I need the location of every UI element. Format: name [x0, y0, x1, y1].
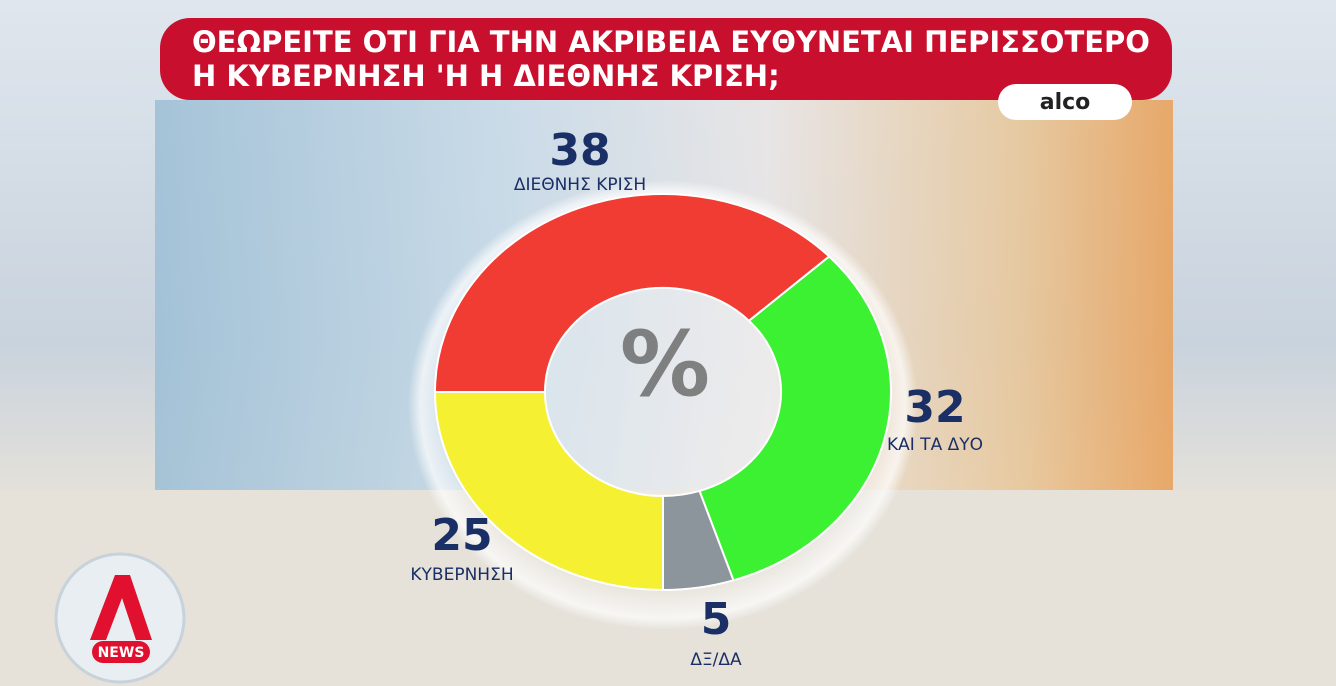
category-label: ΚΑΙ ΤΑ ΔΥΟ — [887, 435, 983, 455]
category-label: ΚΥΒΕΡΝΗΣΗ — [410, 565, 513, 585]
value-label: 32 — [904, 382, 965, 433]
value-label: 25 — [431, 510, 492, 561]
donut-slice — [662, 489, 735, 592]
category-label: ΔΙΕΘΝΗΣ ΚΡΙΣΗ — [514, 175, 646, 195]
donut-hole — [545, 288, 781, 496]
title-line: Η ΚΥΒΕΡΝΗΣΗ 'Η Η ΔΙΕΘΝΗΣ ΚΡΙΣΗ; — [192, 59, 780, 93]
source-badge — [998, 84, 1132, 120]
center-label: % — [620, 312, 710, 417]
donut-slice — [698, 255, 892, 582]
title-bar — [160, 18, 1172, 100]
logo-a — [90, 575, 152, 640]
donut — [433, 193, 892, 592]
source: alco — [1040, 90, 1091, 115]
logo-disc — [54, 552, 186, 684]
logo-badge — [92, 641, 150, 663]
value-label: 38 — [549, 125, 610, 176]
value-label: 5 — [701, 594, 732, 645]
logo-text: NEWS — [98, 645, 145, 661]
title-line: ΘΕΩΡΕΙΤΕ ΟΤΙ ΓΙΑ ΤΗΝ ΑΚΡΙΒΕΙΑ ΕΥΘΥΝΕΤΑΙ … — [192, 25, 1150, 59]
donut-slice — [433, 391, 664, 592]
donut-slice — [433, 193, 831, 393]
category-label: ΔΞ/ΔΑ — [690, 650, 742, 670]
